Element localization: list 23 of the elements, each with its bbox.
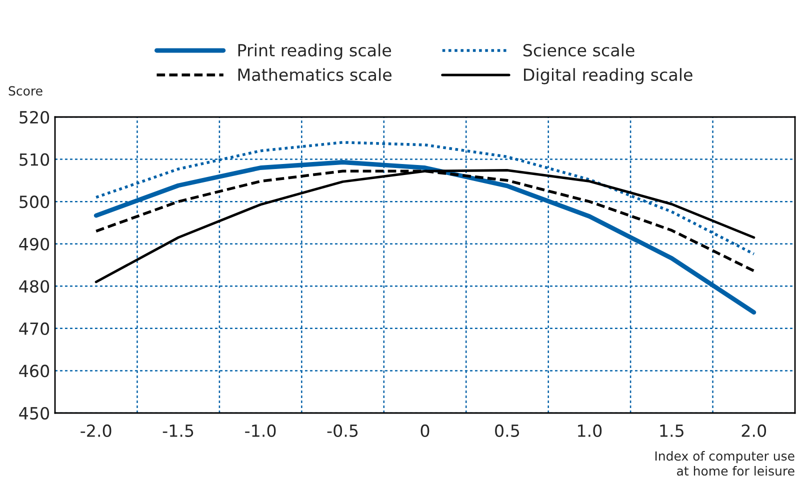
y-tick-label: 470 [19,322,50,335]
x-tick-label: 0 [420,424,430,438]
y-tick-label: 480 [19,280,50,293]
x-tick-label: -1.0 [245,424,276,438]
legend-label: Science scale [523,44,634,57]
x-tick-label: 0.5 [495,424,520,438]
x-tick-label: -0.5 [327,424,358,438]
legend-label: Mathematics scale [238,68,392,82]
x-axis-title: Index of computer use at home for leisure [655,451,794,476]
y-tick-label: 490 [19,238,50,250]
x-tick-label: -2.0 [80,424,112,438]
y-tick-label: 500 [20,196,50,208]
x-tick-label: 1.0 [578,424,602,438]
y-axis-title: Score [8,86,42,96]
y-tick-label: 450 [19,406,50,420]
legend-label: Print reading scale [238,44,392,60]
x-tick-label: -1.5 [162,424,194,438]
legend-label: Digital reading scale [524,68,692,84]
x-tick-label: 2.0 [742,424,766,438]
y-tick-label: 510 [20,153,50,166]
y-tick-label: 520 [20,110,50,124]
y-tick-label: 460 [19,364,50,378]
x-tick-label: 1.5 [660,424,684,438]
